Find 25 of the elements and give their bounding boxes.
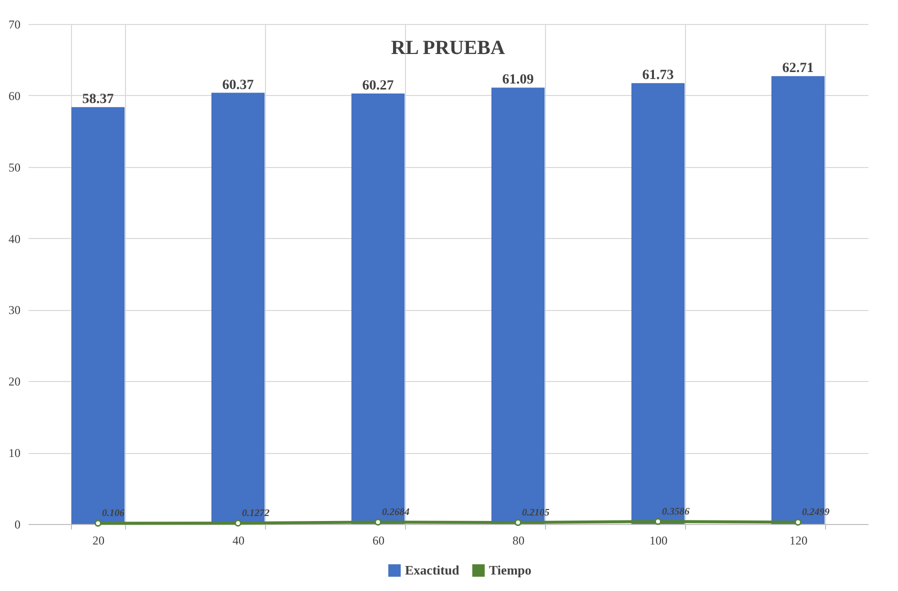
x-tick-label: 20 — [92, 534, 104, 548]
data-label: 60.27 — [362, 78, 394, 94]
x-tick-label: 100 — [650, 534, 668, 548]
y-tick-label: 60 — [8, 88, 20, 103]
x-tick-label: 40 — [232, 534, 244, 548]
x-tick-label: 60 — [372, 534, 384, 548]
y-tick-label: 30 — [8, 303, 20, 318]
data-label: 0.106 — [102, 508, 124, 520]
x-tick-label: 120 — [790, 534, 808, 548]
data-label: 58.37 — [82, 92, 114, 108]
data-label: 62.71 — [782, 61, 814, 76]
y-tick-label: 70 — [8, 18, 20, 32]
x-tick-label: 80 — [512, 534, 524, 548]
bar — [71, 107, 125, 524]
text: RL PRUEBA — [391, 37, 506, 59]
data-label: 60.37 — [222, 78, 254, 93]
legend-label: Exactitud — [405, 562, 460, 578]
legend-label: Tiempo — [489, 562, 532, 578]
y-tick-label: 20 — [8, 374, 20, 389]
y-tick-label: 40 — [8, 232, 20, 246]
data-label: 61.09 — [502, 72, 534, 88]
y-tick-label: 10 — [8, 446, 20, 460]
data-label: 61.73 — [642, 68, 674, 84]
y-tick-label: 0 — [14, 518, 20, 532]
y-tick-label: 50 — [8, 160, 20, 174]
